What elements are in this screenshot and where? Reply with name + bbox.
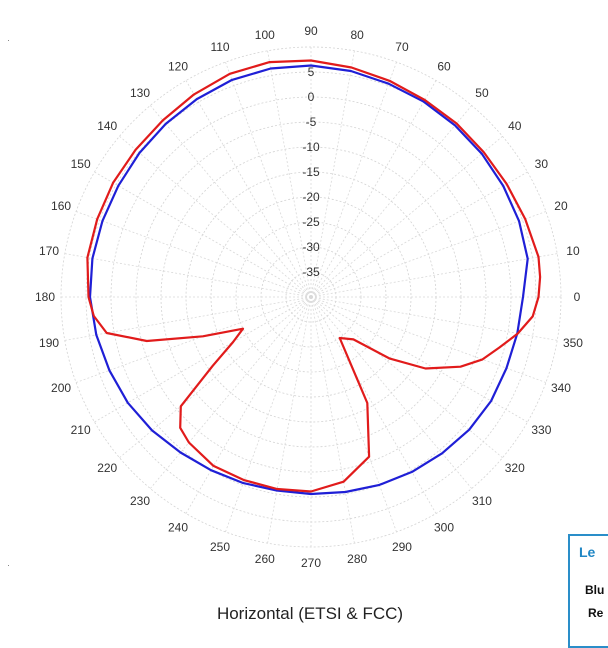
grid-spoke [225, 61, 312, 298]
radial-tick-label: -15 [302, 165, 320, 179]
angular-tick-label: 30 [535, 157, 549, 171]
grid-spoke [94, 296, 312, 423]
angular-tick-label: 140 [97, 119, 117, 133]
radial-tick-label: -25 [302, 215, 320, 229]
angular-tick-label: 0 [574, 290, 581, 304]
radial-tick-labels: 5 0 -5 -10 -15 -20 -25 -30 -35 [302, 65, 320, 279]
angular-tick-label: 270 [301, 556, 321, 570]
angular-tick-label: 100 [255, 28, 275, 42]
grid-spoke [64, 253, 312, 298]
grid-spoke [310, 296, 397, 533]
legend-title: Le [579, 544, 596, 560]
angular-tick-label: 90 [304, 24, 318, 38]
grid-spoke [185, 296, 312, 514]
polar-grid [60, 46, 562, 548]
angular-tick-label: 40 [508, 119, 522, 133]
grid-spoke [310, 296, 437, 514]
grid-spoke [310, 80, 437, 298]
angular-tick-label: 220 [97, 461, 117, 475]
radial-tick-label: 5 [308, 65, 315, 79]
angular-tick-label: 150 [71, 157, 91, 171]
angular-tick-label: 120 [168, 60, 188, 74]
series-line-blue [88, 64, 529, 496]
angular-tick-label: 210 [71, 423, 91, 437]
grid-spoke [267, 296, 312, 544]
angular-tick-label: 250 [210, 540, 230, 554]
angular-tick-label: 80 [351, 28, 365, 42]
crop-mark [8, 40, 9, 41]
grid-spoke [310, 50, 355, 298]
angular-tick-labels: 0102030405060708090100110120130140150160… [35, 24, 583, 570]
radial-tick-label: -35 [302, 265, 320, 279]
grid-spoke [149, 105, 312, 298]
angular-tick-label: 10 [566, 244, 580, 258]
angular-tick-label: 290 [392, 540, 412, 554]
angular-tick-label: 320 [505, 461, 525, 475]
grid-ring [235, 221, 387, 373]
angular-tick-label: 50 [475, 86, 489, 100]
angular-tick-label: 330 [531, 423, 551, 437]
angular-tick-label: 180 [35, 290, 55, 304]
angular-tick-label: 280 [347, 552, 367, 566]
polar-chart: 50-5-10-15-20-25-30-35 01020304050607080… [35, 24, 583, 570]
angular-tick-label: 310 [472, 494, 492, 508]
crop-mark [8, 565, 9, 566]
grid-spoke [310, 296, 503, 459]
angular-tick-label: 160 [51, 199, 71, 213]
legend-item-blue: Blu [585, 583, 605, 597]
angular-tick-label: 190 [39, 336, 59, 350]
radial-tick-label: -30 [302, 240, 320, 254]
grid-spoke [75, 296, 312, 383]
grid-spoke [267, 50, 312, 298]
grid-spoke [310, 171, 528, 298]
grid-spoke [225, 296, 312, 533]
radial-tick-label: -20 [302, 190, 320, 204]
angular-tick-label: 130 [130, 86, 150, 100]
grid-spoke [94, 171, 312, 298]
angular-tick-label: 350 [563, 336, 583, 350]
angular-tick-label: 340 [551, 381, 571, 395]
radial-tick-label: -10 [302, 140, 320, 154]
angular-tick-label: 20 [554, 199, 568, 213]
grid-spoke [64, 296, 312, 341]
radial-tick-label: -5 [306, 115, 317, 129]
legend-item-red: Re [588, 606, 604, 620]
grid-spoke [310, 211, 547, 298]
series-line-red [86, 59, 542, 493]
grid-spoke [185, 80, 312, 298]
angular-tick-label: 170 [39, 244, 59, 258]
grid-spoke [310, 253, 558, 298]
grid-spoke [310, 61, 397, 298]
legend: Le Blu Re [568, 534, 608, 648]
angular-tick-label: 240 [168, 520, 188, 534]
angular-tick-label: 260 [255, 552, 275, 566]
grid-spoke [310, 135, 503, 298]
angular-tick-label: 230 [130, 494, 150, 508]
radial-tick-label: 0 [308, 90, 315, 104]
grid-spoke [310, 296, 473, 489]
grid-spoke [310, 296, 558, 341]
angular-tick-label: 200 [51, 381, 71, 395]
grid-spoke [310, 296, 355, 544]
chart-caption: Horizontal (ETSI & FCC) [216, 604, 404, 623]
grid-spoke [149, 296, 312, 489]
grid-spoke [75, 211, 312, 298]
grid-ring [135, 121, 487, 473]
angular-tick-label: 70 [395, 40, 409, 54]
angular-tick-label: 60 [437, 60, 451, 74]
series-lines [86, 59, 542, 496]
angular-tick-label: 300 [434, 520, 454, 534]
grid-spoke [119, 296, 312, 459]
angular-tick-label: 110 [210, 40, 229, 54]
grid-spoke [310, 105, 473, 298]
grid-spoke [119, 135, 312, 298]
